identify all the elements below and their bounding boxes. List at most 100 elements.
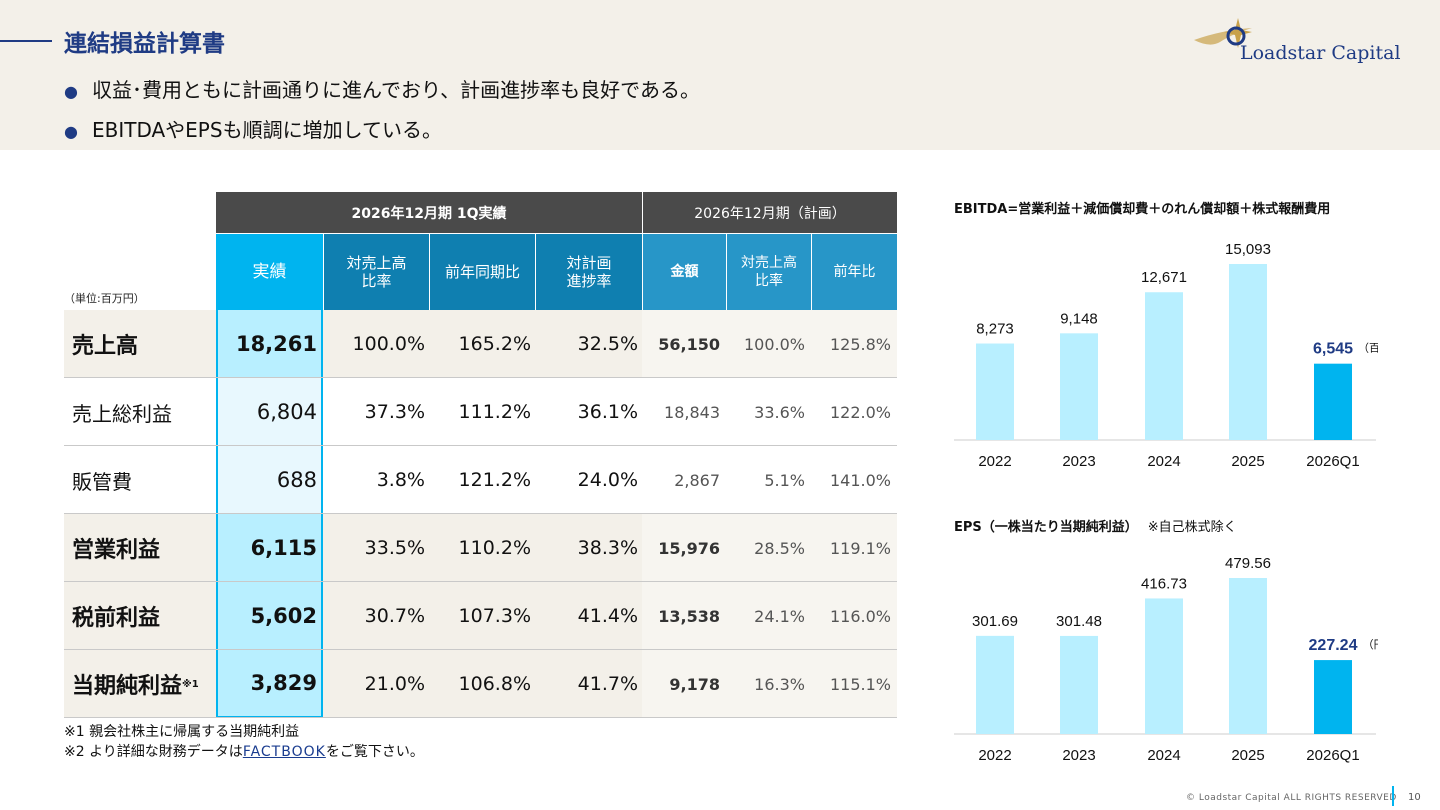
row-label-text: 販管費 (72, 469, 132, 494)
cell-actual: 5,602 (216, 582, 323, 650)
cell-yoy: 111.2% (458, 401, 531, 423)
page-number: 10 (1408, 792, 1421, 803)
col-header-plan-amount: 金額 (643, 234, 726, 310)
row-background (64, 378, 642, 446)
eps-chart: 301.69 2022 301.48 2023 416.73 2024 479.56 2025… (954, 555, 1378, 764)
row-background (64, 582, 642, 650)
cell-plan-yoy: 116.0% (829, 606, 891, 626)
cell-plan-yoy: 141.0% (829, 470, 891, 490)
cell-plan-ratio: 5.1% (764, 470, 805, 490)
cell-ratio: 37.3% (364, 401, 425, 423)
row-plan-background (642, 446, 897, 514)
bar-value-label: 301.48 (1056, 613, 1102, 630)
cell-progress: 41.4% (577, 605, 638, 627)
row-background (64, 650, 642, 718)
x-tick-label: 2026Q1 (1306, 453, 1359, 470)
bar-value-label: 8,273 (976, 321, 1014, 338)
cell-ratio: 33.5% (364, 537, 425, 559)
row-divider (64, 581, 897, 582)
bar-value-label: 12,671 (1141, 269, 1187, 286)
bar (1314, 660, 1352, 734)
cell-plan-amount: 2,867 (674, 470, 720, 490)
bar (1145, 598, 1183, 734)
bar (1145, 292, 1183, 440)
cell-plan-yoy: 125.8% (829, 334, 891, 354)
ebitda-chart: 8,273 2022 9,148 2023 12,671 2024 15,093 2025 6,… (954, 241, 1378, 470)
row-divider (64, 513, 897, 514)
bar-unit-label: （百万円） (1358, 342, 1378, 355)
bar (1060, 333, 1098, 440)
bar (976, 635, 1014, 734)
bar (1314, 363, 1352, 440)
row-divider (64, 649, 897, 650)
row-label: 当期純利益 ※1 (64, 650, 214, 718)
bar (1229, 578, 1267, 734)
cell-plan-ratio: 24.1% (754, 606, 805, 626)
row-label-text: 当期純利益 (72, 674, 183, 699)
cell-progress: 24.0% (577, 469, 638, 491)
cell-yoy: 121.2% (458, 469, 531, 491)
factbook-link[interactable]: FACTBOOK (242, 744, 326, 760)
cell-progress: 41.7% (577, 673, 638, 695)
eps-chart-title-wrap: EPS（一株当たり当期純利益） ※自己株式除く (954, 516, 1237, 535)
group-header-actual: 2026年12月期 1Q実績 (216, 192, 642, 233)
bar-value-label: 15,093 (1225, 241, 1271, 258)
cell-plan-amount: 13,538 (658, 606, 720, 626)
x-tick-label: 2023 (1062, 453, 1095, 470)
footnote-2-prefix: ※2 より詳細な財務データは (64, 744, 243, 760)
col-header-plan-ratio: 対売上高 比率 (727, 234, 811, 310)
row-divider (64, 377, 897, 378)
x-tick-label: 2022 (978, 747, 1011, 764)
bullet-dot-icon: ● (64, 82, 78, 101)
bar-value-label: 6,545 (1313, 341, 1353, 358)
cell-actual: 688 (216, 446, 323, 514)
col-header-progress: 対計画 進捗率 (536, 234, 642, 310)
copyright: © Loadstar Capital ALL RIGHTS RESERVED (1186, 793, 1397, 803)
row-label: 営業利益 (64, 514, 214, 582)
x-tick-label: 2024 (1147, 747, 1180, 764)
cell-actual: 6,115 (216, 514, 323, 582)
row-background (64, 514, 642, 582)
cell-progress: 38.3% (577, 537, 638, 559)
bar (976, 343, 1014, 440)
x-tick-label: 2026Q1 (1306, 747, 1359, 764)
bullet-2: ● EBITDAやEPSも順調に増加している。 (64, 114, 442, 143)
col-header-sales-ratio: 対売上高 比率 (324, 234, 429, 310)
cell-actual: 18,261 (216, 310, 323, 378)
cell-plan-amount: 9,178 (669, 674, 720, 694)
cell-progress: 32.5% (577, 333, 638, 355)
cell-ratio: 3.8% (376, 469, 425, 491)
cell-ratio: 21.0% (364, 673, 425, 695)
x-tick-label: 2024 (1147, 453, 1180, 470)
cell-plan-ratio: 100.0% (743, 334, 805, 354)
row-label: 販管費 (64, 446, 214, 514)
title-rule (0, 40, 52, 42)
col-header-actual: 実績 (216, 234, 323, 310)
cell-plan-amount: 18,843 (664, 402, 720, 422)
unit-label: （単位:百万円） (64, 292, 145, 305)
row-plan-background (642, 582, 897, 650)
bar-value-label: 479.56 (1225, 555, 1271, 572)
row-plan-background (642, 310, 897, 378)
cell-progress: 36.1% (577, 401, 638, 423)
ebitda-chart-title: EBITDA=営業利益＋減価償却費＋のれん償却額＋株式報酬費用 (954, 202, 1331, 217)
row-plan-background (642, 514, 897, 582)
bullet-1: ● 収益･費用ともに計画通りに進んでおり、計画進捗率も良好である。 (64, 74, 700, 103)
row-divider (64, 717, 897, 718)
bar (1060, 635, 1098, 734)
x-tick-label: 2023 (1062, 747, 1095, 764)
company-logo-text: Loadstar Capital (1240, 42, 1401, 64)
row-label: 売上総利益 (64, 378, 214, 446)
col-header-plan-yoy: 前年比 (812, 234, 897, 310)
x-tick-label: 2025 (1231, 453, 1264, 470)
cell-plan-amount: 15,976 (658, 538, 720, 558)
row-plan-background (642, 378, 897, 446)
cell-yoy: 165.2% (458, 333, 531, 355)
col-header-yoy: 前年同期比 (430, 234, 535, 310)
row-label-text: 売上総利益 (72, 401, 172, 426)
bar (1229, 264, 1267, 440)
row-label-footnote-mark: ※1 (182, 678, 199, 690)
header-band (0, 0, 1440, 150)
x-tick-label: 2022 (978, 453, 1011, 470)
row-label: 売上高 (64, 310, 214, 378)
